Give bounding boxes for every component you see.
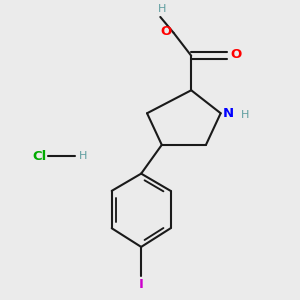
Text: Cl: Cl xyxy=(33,150,47,163)
Text: I: I xyxy=(139,278,144,291)
Text: H: H xyxy=(158,4,166,14)
Text: N: N xyxy=(223,107,234,120)
Text: H: H xyxy=(79,152,88,161)
Text: H: H xyxy=(241,110,249,120)
Text: O: O xyxy=(230,48,241,61)
Text: O: O xyxy=(160,25,171,38)
